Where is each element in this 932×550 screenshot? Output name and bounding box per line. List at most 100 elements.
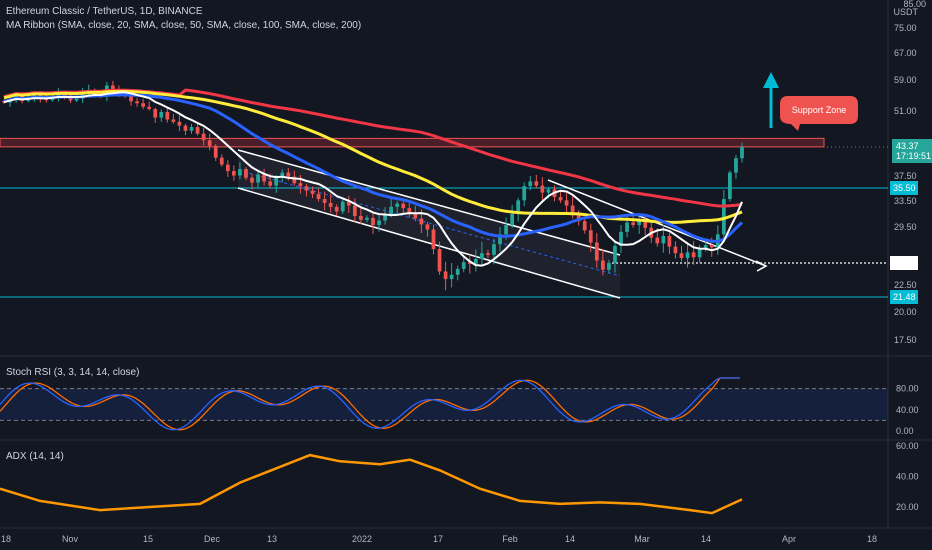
candle-body xyxy=(480,253,484,259)
candle-body xyxy=(244,169,248,178)
candle-body xyxy=(546,189,551,193)
candle-body xyxy=(334,206,339,212)
candle-body xyxy=(619,231,623,246)
candle-body xyxy=(74,98,79,101)
candle-body xyxy=(667,236,672,247)
candle-body xyxy=(582,221,587,231)
price-tick-label: 33.50 xyxy=(894,196,917,206)
candle-body xyxy=(250,177,254,183)
candle-body xyxy=(207,140,212,146)
candle-body xyxy=(455,268,460,275)
stoch-tick-label: 40.00 xyxy=(896,405,919,415)
time-tick-label: 2022 xyxy=(352,534,372,544)
last-price-tag xyxy=(892,139,932,163)
ma-ribbon-label: MA Ribbon (SMA, close, 20, SMA, close, 5… xyxy=(6,20,362,31)
candle-body xyxy=(631,222,635,226)
candle-body xyxy=(340,201,345,212)
adx-line xyxy=(0,453,743,515)
candle-body xyxy=(528,181,533,187)
candle-body xyxy=(365,217,369,220)
candle-body xyxy=(467,262,472,264)
price-tick-label: 59.00 xyxy=(894,75,917,85)
support-zone-rect xyxy=(0,137,825,148)
level-price-tag xyxy=(890,256,918,270)
candle-body xyxy=(534,181,539,186)
candle-body xyxy=(443,271,448,280)
time-tick-label: 14 xyxy=(701,534,711,544)
adx-label: ADX (14, 14) xyxy=(6,451,64,462)
level-price-label: 21.48 xyxy=(893,292,916,302)
time-tick-label: Mar xyxy=(634,534,650,544)
candle-body xyxy=(473,258,478,264)
candle-body xyxy=(498,234,502,245)
candle-body xyxy=(268,181,273,186)
adx-tick-label: 40.00 xyxy=(896,472,919,482)
candle-body xyxy=(607,263,611,270)
candle-body xyxy=(328,202,333,207)
candle-body xyxy=(322,199,327,203)
time-tick-label: Dec xyxy=(204,534,221,544)
time-tick-label: 13 xyxy=(267,534,277,544)
stoch-tick-label: 0.00 xyxy=(896,426,914,436)
candle-body xyxy=(111,85,115,91)
candle-body xyxy=(195,127,200,134)
candle-body xyxy=(395,203,400,207)
time-tick-label: Feb xyxy=(502,534,518,544)
candle-body xyxy=(280,172,285,178)
stoch-d-line xyxy=(0,377,740,431)
candle-body xyxy=(189,127,194,131)
level-price-label: 25.10 xyxy=(893,258,916,268)
candle-body xyxy=(171,119,176,122)
candle-body xyxy=(637,219,642,226)
candle-body xyxy=(449,274,454,280)
countdown-label: 17:19:51 xyxy=(896,151,931,161)
price-tick-label: 37.50 xyxy=(894,171,917,181)
price-tick-label: 75.00 xyxy=(894,23,917,33)
candle-body xyxy=(721,199,726,235)
channel-mid-line xyxy=(237,169,621,277)
adx-tick-label: 60.00 xyxy=(896,441,919,451)
time-tick-label: 14 xyxy=(565,534,575,544)
level-price-tag xyxy=(890,181,918,195)
candle-body xyxy=(231,171,236,176)
time-tick-label: 17 xyxy=(433,534,443,544)
candle-body xyxy=(371,217,375,226)
price-unit-label: USDT xyxy=(894,7,919,17)
candle-body xyxy=(62,93,67,96)
candle-body xyxy=(740,147,744,159)
candle-body xyxy=(304,186,309,191)
ma100-line xyxy=(3,89,743,224)
candle-body xyxy=(201,133,206,141)
channel-top-line xyxy=(237,149,621,256)
candle-body xyxy=(425,224,430,230)
candle-body xyxy=(298,183,303,187)
candle-body xyxy=(600,260,605,270)
candle-body xyxy=(389,206,394,215)
candle-body xyxy=(655,237,660,244)
stoch-rsi-label: Stoch RSI (3, 3, 14, 14, close) xyxy=(6,367,140,378)
candle-body xyxy=(165,111,170,120)
price-tick-label: 85.00 xyxy=(903,0,926,9)
candle-body xyxy=(564,200,569,206)
candle-body xyxy=(352,205,357,216)
candle-body xyxy=(401,203,406,209)
price-tick-label: 20.00 xyxy=(894,307,917,317)
candle-body xyxy=(643,219,648,228)
candle-body xyxy=(274,177,279,186)
channel-bottom-line xyxy=(237,187,621,299)
candle-body xyxy=(225,164,230,172)
candle-body xyxy=(377,220,381,226)
chart-title: Ethereum Classic / TetherUS, 1D, BINANCE xyxy=(6,6,203,17)
candle-body xyxy=(516,200,521,214)
candle-body xyxy=(510,214,515,226)
candle-body xyxy=(673,246,678,254)
stoch-band xyxy=(0,388,888,421)
candle-body xyxy=(691,252,696,258)
candle-body xyxy=(703,245,708,249)
candle-body xyxy=(407,208,412,214)
candle-body xyxy=(540,185,545,193)
ma20-line xyxy=(3,91,743,267)
candle-body xyxy=(625,222,629,232)
support-zone-label: Support Zone xyxy=(792,105,847,115)
